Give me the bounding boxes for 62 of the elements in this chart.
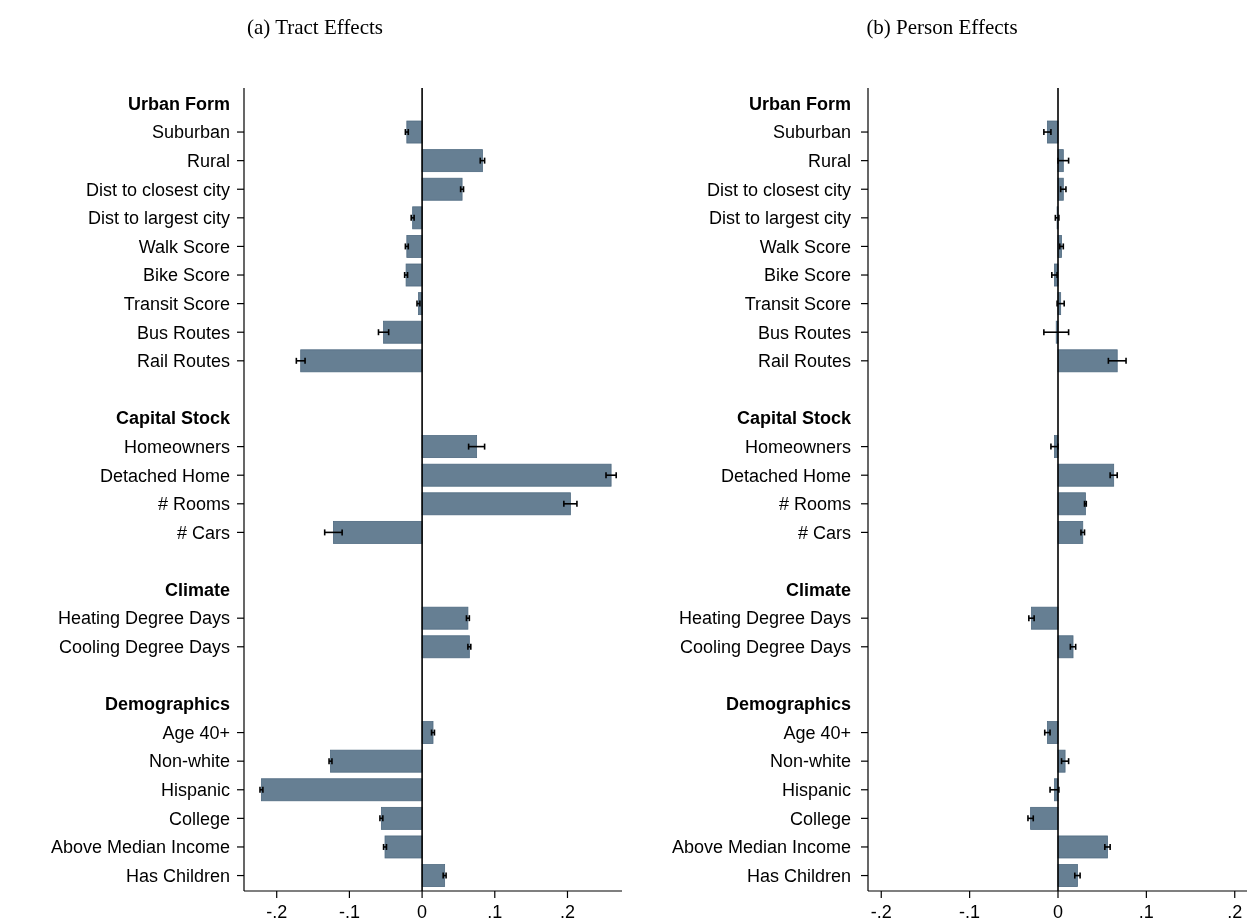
y-tick-label: Homeowners [123,436,230,457]
y-tick-label: College [789,808,851,829]
y-tick-label: Age 40+ [783,722,851,743]
y-tick-label: Above Median Income [50,837,230,858]
y-tick-label: # Cars [797,522,851,543]
y-tick-label: Demographics [725,694,851,715]
y-tick-label: Capital Stock [736,408,852,429]
y-tick-label: College [168,808,230,829]
x-tick-label: -.1 [959,902,981,920]
x-tick-label: .1 [1138,902,1154,920]
chart-title: (a) Tract Effects [246,15,384,39]
x-tick-label: -.2 [870,902,892,920]
y-tick-label: # Cars [176,522,230,543]
y-tick-label: Has Children [746,865,851,886]
y-tick-label: Suburban [772,122,851,143]
y-tick-label: Heating Degree Days [678,608,851,629]
y-tick-label: Demographics [104,694,230,715]
x-tick-label: .2 [559,902,575,920]
y-tick-label: Dist to largest city [87,208,230,229]
y-tick-label: # Rooms [778,494,851,515]
y-tick-label: Hispanic [781,780,851,801]
x-tick-label: -.1 [338,902,360,920]
x-tick-label: 0 [1052,902,1064,920]
y-tick-label: Detached Home [720,465,851,486]
y-tick-label: Heating Degree Days [57,608,230,629]
y-tick-label: Transit Score [744,293,851,314]
y-tick-label: Suburban [151,122,230,143]
y-tick-label: Walk Score [138,236,230,257]
y-tick-label: Bus Routes [757,322,851,343]
chart-title: (b) Person Effects [866,15,1018,39]
y-tick-label: Above Median Income [671,837,851,858]
y-tick-label: Urban Form [127,93,230,114]
y-tick-label: Cooling Degree Days [58,637,230,658]
y-tick-label: Bus Routes [136,322,230,343]
y-tick-label: Rail Routes [757,351,851,372]
y-tick-label: Rural [186,150,230,171]
y-tick-label: Non-white [769,751,851,772]
y-tick-label: Bike Score [763,265,851,286]
x-tick-label: .1 [487,902,503,920]
y-tick-label: Dist to closest city [85,179,230,200]
y-tick-label: Non-white [148,751,230,772]
y-tick-label: Walk Score [759,236,851,257]
y-tick-label: Climate [785,579,851,600]
y-tick-label: Age 40+ [162,722,230,743]
y-tick-label: Urban Form [748,93,851,114]
x-tick-label: .2 [1227,902,1243,920]
y-tick-label: Climate [164,579,230,600]
y-tick-label: Has Children [125,865,230,886]
y-tick-label: Dist to closest city [706,179,851,200]
x-tick-label: -.2 [266,902,288,920]
y-tick-label: Homeowners [744,436,851,457]
y-tick-label: Bike Score [142,265,230,286]
y-tick-label: Detached Home [99,465,230,486]
y-tick-label: Capital Stock [115,408,231,429]
x-tick-label: 0 [417,902,428,920]
y-tick-label: Transit Score [123,293,230,314]
y-tick-label: Cooling Degree Days [679,637,851,658]
y-tick-label: Rural [807,150,851,171]
y-tick-label: Hispanic [160,780,230,801]
y-tick-label: # Rooms [157,494,230,515]
y-tick-label: Rail Routes [136,351,230,372]
y-tick-label: Dist to largest city [708,208,851,229]
